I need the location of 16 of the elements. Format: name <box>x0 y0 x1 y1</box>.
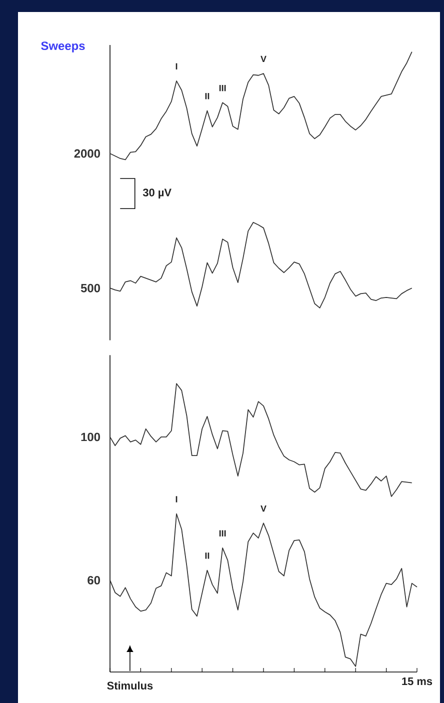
series-label: 2000 <box>74 149 100 158</box>
text: Stimulus <box>107 682 153 690</box>
annotation: III <box>219 530 226 536</box>
text: 15 ms <box>402 678 432 686</box>
series-label: 100 <box>81 432 100 442</box>
annotation: V <box>260 505 266 512</box>
annotation: 30 µV <box>142 188 172 199</box>
annotation: II <box>205 93 210 100</box>
series-label: 60 <box>88 576 100 584</box>
annotation: III <box>219 84 226 92</box>
annotation: I <box>176 496 178 502</box>
annotation: V <box>260 56 266 62</box>
legend-title: Sweeps <box>41 42 85 52</box>
annotation: II <box>205 552 210 559</box>
annotation: I <box>176 63 178 70</box>
series-label: 500 <box>80 284 100 292</box>
